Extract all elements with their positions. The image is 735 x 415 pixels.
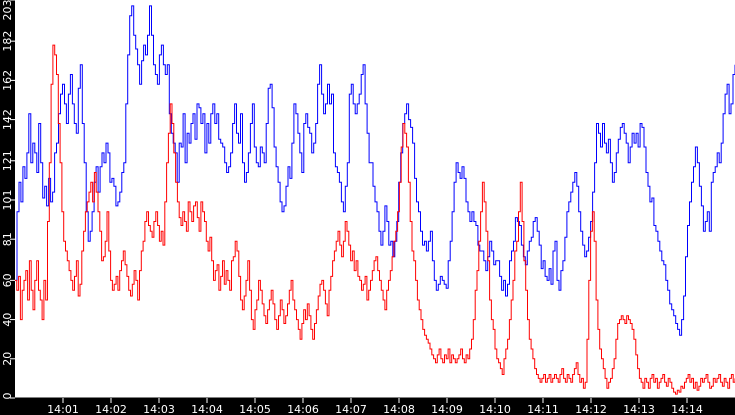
y-tick-label: 203: [1, 0, 14, 21]
x-tick-label: 14:01: [47, 403, 79, 415]
x-tick-label: 14:08: [383, 403, 415, 415]
x-tick-label: 14:14: [671, 403, 703, 415]
x-tick-label: 14:06: [287, 403, 319, 415]
x-tick-label: 14:02: [95, 403, 127, 415]
x-axis: 14:01 14:02 14:03 14:04 14:05 14:06 14:07 14:08…: [47, 398, 703, 415]
x-tick-label: 14:03: [143, 403, 175, 415]
y-tick-label: 81: [1, 232, 14, 246]
y-tick-label: 182: [1, 31, 14, 52]
series-group: [15, 5, 735, 395]
y-tick-label: 60: [1, 273, 14, 287]
y-axis: 0 20 40 60 81 101 121 142 162 182 203: [1, 0, 15, 400]
y-tick-label: 121: [1, 150, 14, 171]
y-tick-label: 40: [1, 313, 14, 327]
y-tick-label: 162: [1, 70, 14, 91]
y-tick-label: 20: [1, 352, 14, 366]
x-tick-label: 14:12: [575, 403, 607, 415]
x-tick-label: 14:07: [335, 403, 367, 415]
x-tick-label: 14:13: [623, 403, 655, 415]
y-tick-label: 101: [1, 189, 14, 210]
y-tick-label: 142: [1, 109, 14, 130]
y-tick-label: 0: [1, 393, 14, 400]
series-line-blue: [15, 5, 735, 336]
x-tick-label: 14:05: [239, 403, 271, 415]
series-line-red: [15, 44, 735, 395]
x-tick-label: 14:09: [431, 403, 463, 415]
x-tick-label: 14:04: [191, 403, 223, 415]
x-tick-label: 14:11: [527, 403, 559, 415]
x-tick-label: 14:10: [479, 403, 511, 415]
